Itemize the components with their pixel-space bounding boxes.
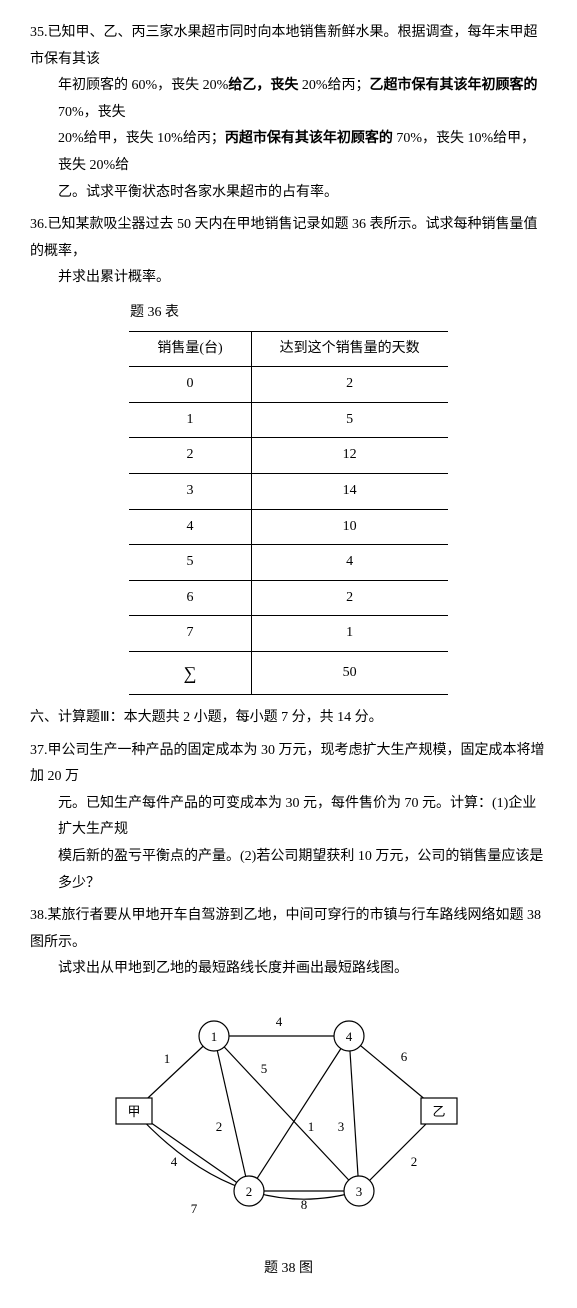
section-6: 六、计算题Ⅲ：本大题共 2 小题，每小题 7 分，共 14 分。 [30,705,547,732]
cell-sum-symbol: ∑ [129,651,251,694]
q37-l2: 元。已知生产每件产品的可变成本为 30 元，每件售价为 70 元。计算：(1)企… [30,791,547,844]
graph-edge [214,1036,249,1191]
q36-l2: 并求出累计概率。 [30,265,547,292]
graph-edge [349,1036,359,1191]
q38-caption: 题 38 图 [30,1256,547,1283]
q37-l3: 模后新的盈亏平衡点的产量。(2)若公司期望获利 10 万元，公司的销售量应该是多… [30,844,547,897]
cell-sales: 2 [129,438,251,474]
q35-l3: 20%给甲，丧失 10%给丙； [58,131,225,146]
q36-l1: 已知某款吸尘器过去 50 天内在甲地销售记录如题 36 表所示。试求每种销售量值… [30,217,538,259]
cell-sales: 7 [129,616,251,652]
edge-weight: 7 [190,1201,197,1216]
node-label: 1 [210,1029,217,1044]
edge-weight: 4 [170,1154,177,1169]
cell-days: 2 [251,367,448,403]
graph-edge [249,1036,349,1191]
table-row: 314 [129,473,447,509]
cell-sales: 1 [129,402,251,438]
cell-days: 10 [251,509,448,545]
table-row: 62 [129,580,447,616]
table-row: 212 [129,438,447,474]
graph-svg: 14425183627甲1243乙 [79,991,499,1241]
cell-days: 4 [251,545,448,581]
q36-h1: 销售量(台) [129,331,251,367]
cell-sales: 0 [129,367,251,403]
table-row: 15 [129,402,447,438]
cell-days: 14 [251,473,448,509]
q38-num: 38. [30,908,48,923]
question-37: 37.甲公司生产一种产品的固定成本为 30 万元，现考虑扩大生产规模，固定成本将… [30,738,547,898]
edge-weight: 2 [215,1119,222,1134]
q37-l1: 甲公司生产一种产品的固定成本为 30 万元，现考虑扩大生产规模，固定成本将增加 … [30,743,545,785]
cell-sales: 3 [129,473,251,509]
table-row: 54 [129,545,447,581]
edge-weight: 2 [410,1154,417,1169]
q35-l1: 已知甲、乙、丙三家水果超市同时向本地销售新鲜水果。根据调查，每年末甲超市保有其该 [30,25,538,67]
cell-sum-val: 50 [251,651,448,694]
cell-sales: 4 [129,509,251,545]
cell-days: 12 [251,438,448,474]
node-label: 2 [245,1184,252,1199]
question-35: 35.已知甲、乙、丙三家水果超市同时向本地销售新鲜水果。根据调查，每年末甲超市保… [30,20,547,206]
q35-l3b: 丙超市保有其该年初顾客的 [225,131,393,146]
q38-diagram: 14425183627甲1243乙 [30,991,547,1252]
q35-l2: 年初顾客的 60%，丧失 20% [58,78,228,93]
q35-l2b: 给乙，丧失 [228,78,298,93]
edge-weight: 3 [337,1119,344,1134]
graph-edge [214,1036,359,1191]
q35-num: 35. [30,25,48,40]
q35-l2e: 70%，丧失 [58,105,126,120]
cell-days: 2 [251,580,448,616]
table-row: 410 [129,509,447,545]
q35-l2d: 乙超市保有其该年初顾客的 [370,78,538,93]
cell-sales: 6 [129,580,251,616]
q36-num: 36. [30,217,48,232]
edge-weight: 5 [260,1061,267,1076]
edge-weight: 4 [275,1014,282,1029]
node-label: 乙 [432,1104,445,1119]
table-row-sum: ∑50 [129,651,447,694]
edge-weight: 1 [307,1119,314,1134]
table-row: 71 [129,616,447,652]
q35-l3wrap: 20%给甲，丧失 10%给丙；丙超市保有其该年初顾客的 70%，丧失 10%给甲… [30,126,547,179]
cell-sales: 5 [129,545,251,581]
cell-days: 5 [251,402,448,438]
q38-l2: 试求出从甲地到乙地的最短路线长度并画出最短路线图。 [30,956,547,983]
edge-weight: 6 [400,1049,407,1064]
node-label: 甲 [127,1104,140,1119]
node-label: 3 [355,1184,362,1199]
q35-l2c: 20%给丙； [298,78,369,93]
table-row: 02 [129,367,447,403]
node-label: 4 [345,1029,352,1044]
q36-table: 销售量(台) 达到这个销售量的天数 0215212314410546271∑50 [129,331,447,696]
q36-caption: 题 36 表 [30,300,547,327]
q38-l1: 某旅行者要从甲地开车自驾游到乙地，中间可穿行的市镇与行车路线网络如题 38 图所… [30,908,541,950]
question-38: 38.某旅行者要从甲地开车自驾游到乙地，中间可穿行的市镇与行车路线网络如题 38… [30,903,547,1282]
q35-l2wrap: 年初顾客的 60%，丧失 20%给乙，丧失 20%给丙；乙超市保有其该年初顾客的… [30,73,547,126]
cell-days: 1 [251,616,448,652]
q36-h2: 达到这个销售量的天数 [251,331,448,367]
q37-num: 37. [30,743,48,758]
q35-l4: 乙。试求平衡状态时各家水果超市的占有率。 [30,180,547,207]
edge-weight: 1 [163,1051,170,1066]
question-36: 36.已知某款吸尘器过去 50 天内在甲地销售记录如题 36 表所示。试求每种销… [30,212,547,695]
